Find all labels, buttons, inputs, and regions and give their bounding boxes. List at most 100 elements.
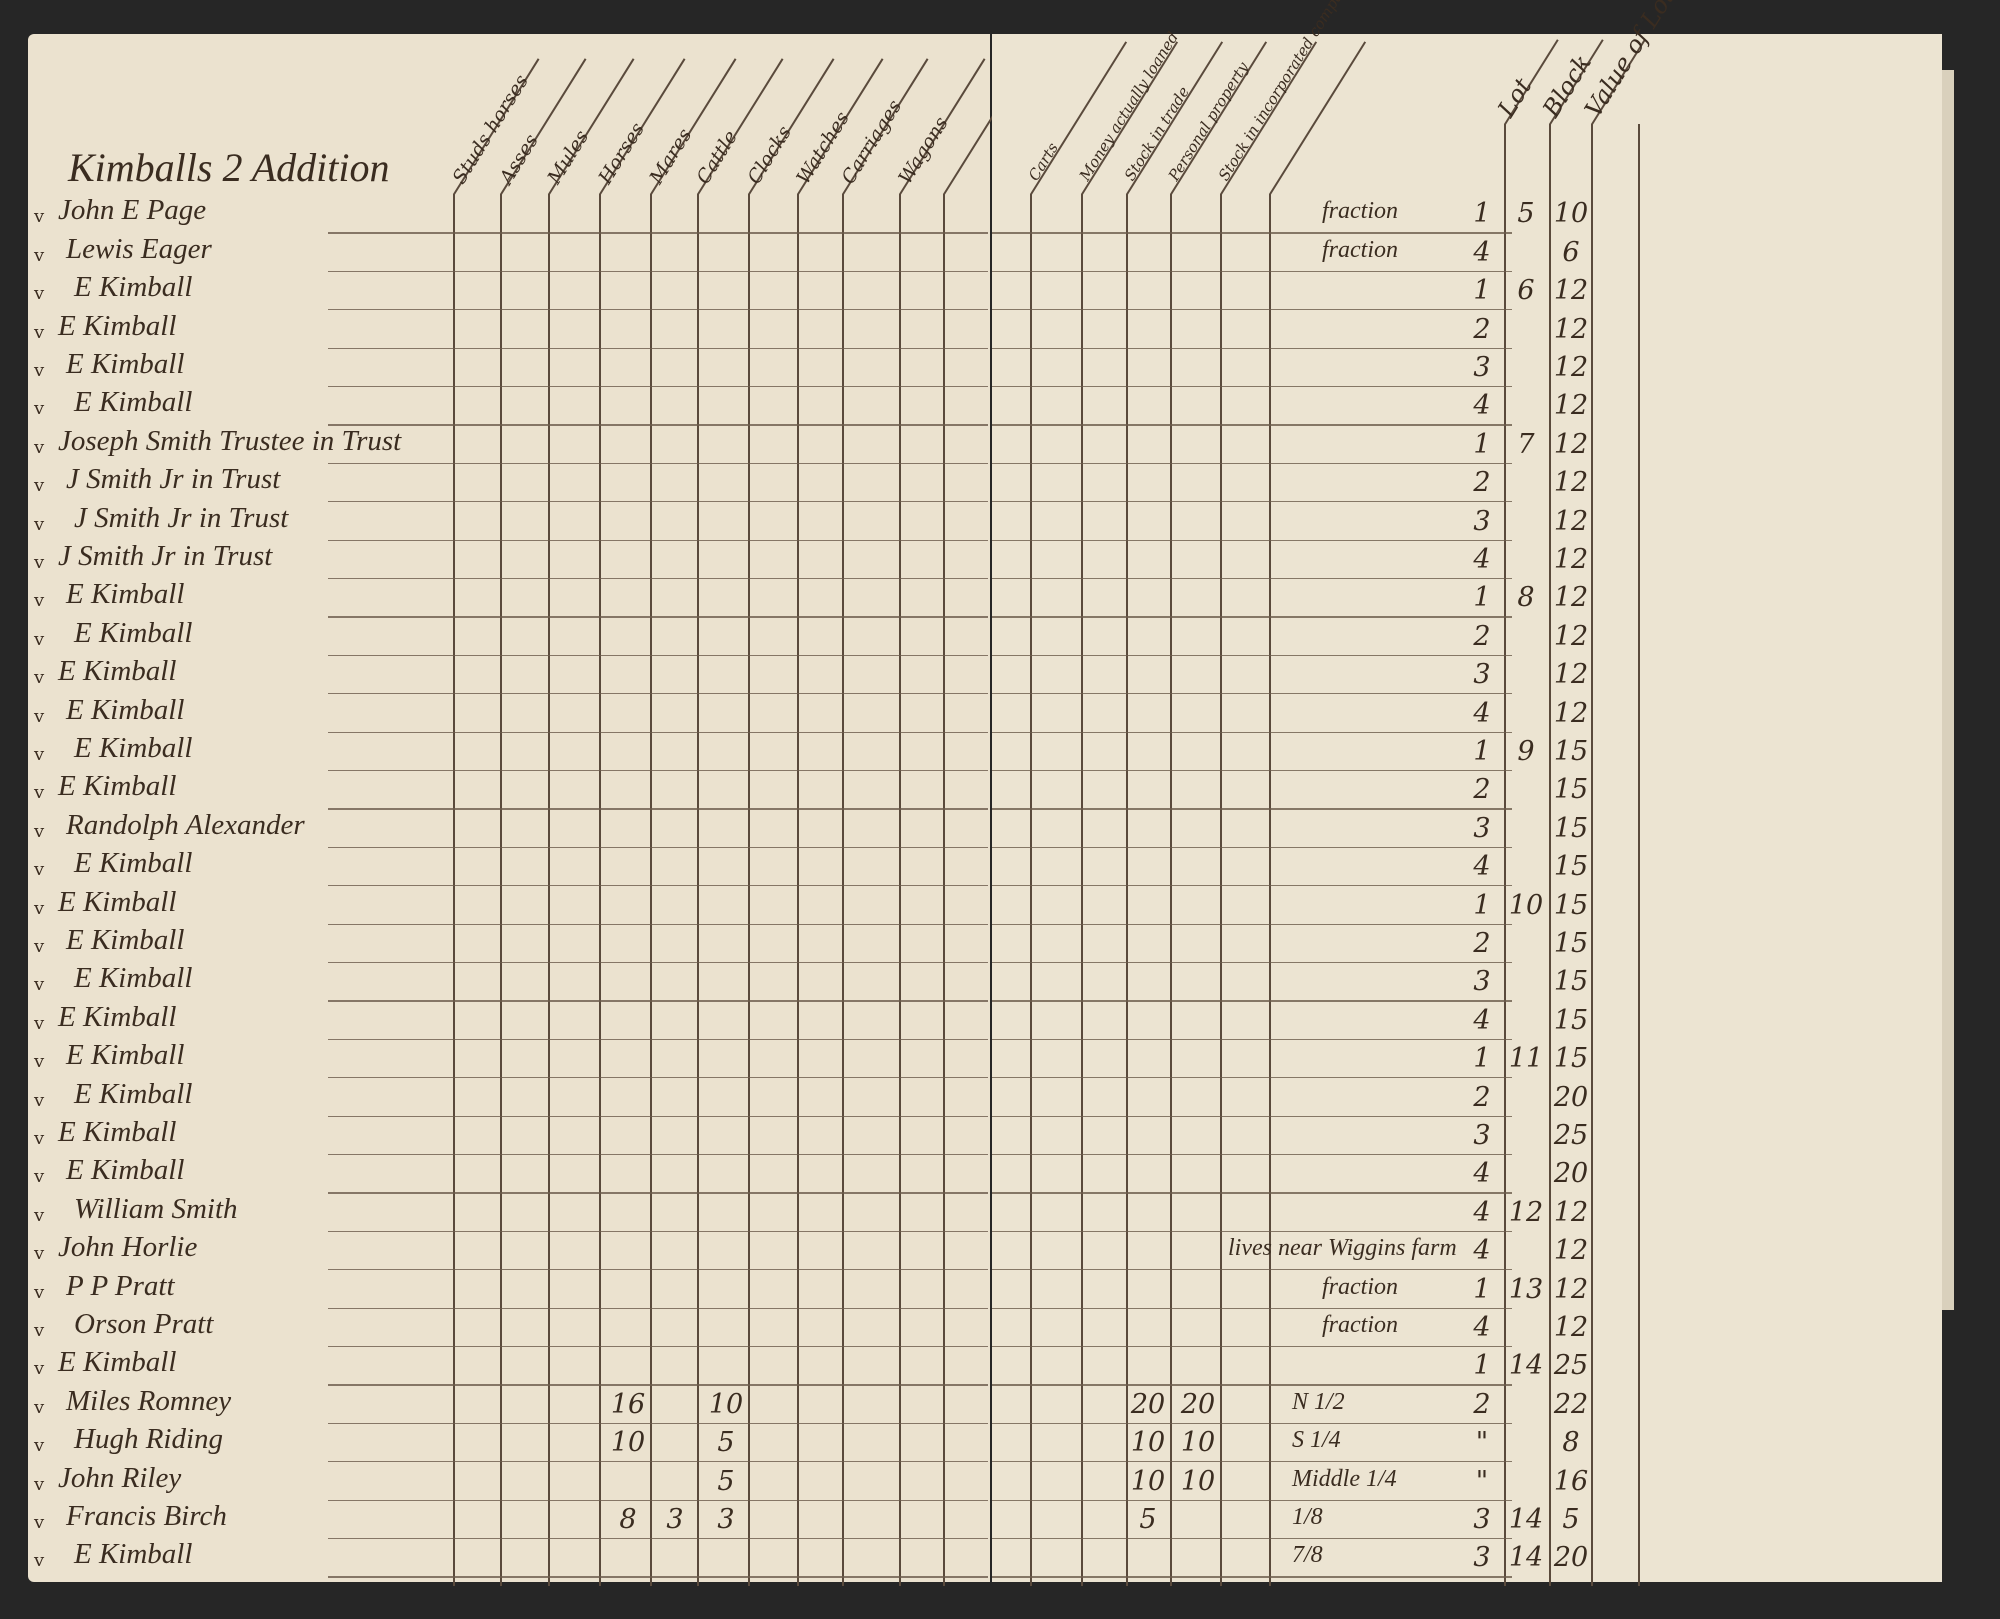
row-rule xyxy=(328,1154,988,1156)
row-rule xyxy=(992,962,1512,964)
block-number: 9 xyxy=(1517,736,1535,767)
column-header: Wagons xyxy=(894,112,953,188)
row-rule xyxy=(992,731,1512,733)
lot-value: 12 xyxy=(1553,697,1589,729)
lot-number: 1 xyxy=(1473,1043,1491,1075)
column-rule xyxy=(697,194,699,1587)
block-number: 11 xyxy=(1508,1043,1544,1075)
owner-name: Lewis Eager xyxy=(66,232,212,265)
row-rule xyxy=(328,616,988,618)
value-stock: 10 xyxy=(1180,1465,1216,1497)
row-rule xyxy=(992,309,1512,311)
lot-number: 4 xyxy=(1473,1312,1491,1343)
lot-value: 12 xyxy=(1553,313,1589,345)
column-rule xyxy=(1170,194,1172,1587)
value-mares: 8 xyxy=(619,1504,637,1535)
row-rule xyxy=(328,731,988,733)
value-mares: 16 xyxy=(610,1388,646,1420)
lot-number: 3 xyxy=(1473,659,1491,691)
column-rule xyxy=(842,194,844,1587)
lot-number: 1 xyxy=(1473,736,1491,767)
column-rule xyxy=(943,194,945,1587)
lot-value: 12 xyxy=(1553,467,1589,499)
owner-name: E Kimball xyxy=(74,271,193,304)
check-mark: v xyxy=(34,1358,45,1380)
check-mark: v xyxy=(34,1320,45,1341)
lot-number: 3 xyxy=(1473,1542,1491,1574)
column-rule xyxy=(899,194,901,1587)
row-rule xyxy=(328,693,988,695)
check-mark: v xyxy=(34,1051,45,1073)
row-rule xyxy=(328,1038,988,1041)
owner-name: J Smith Jr in Trust xyxy=(74,501,289,534)
row-rule xyxy=(992,616,1512,618)
check-mark: v xyxy=(34,283,45,305)
row-rule xyxy=(328,1000,988,1002)
lot-number: 2 xyxy=(1473,774,1491,806)
value-personal: 5 xyxy=(1139,1504,1157,1535)
check-mark: v xyxy=(34,1281,45,1303)
lot-value: 12 xyxy=(1553,1235,1589,1267)
owner-name: E Kimball xyxy=(58,309,177,342)
column-rule xyxy=(1504,124,1506,1587)
block-number: 5 xyxy=(1517,198,1535,230)
check-mark: v xyxy=(34,590,45,612)
row-rule xyxy=(992,770,1512,772)
column-rule xyxy=(650,194,652,1587)
lot-number: 1 xyxy=(1473,1350,1491,1382)
lot-value: 12 xyxy=(1553,544,1589,575)
check-mark: v xyxy=(34,1435,45,1457)
block-number: 10 xyxy=(1508,889,1544,921)
lot-number: 1 xyxy=(1473,275,1491,307)
lot-value: 6 xyxy=(1562,236,1580,268)
row-rule xyxy=(992,654,1512,657)
block-number: 12 xyxy=(1508,1196,1544,1228)
ledger-title: Kimballs 2 Addition xyxy=(68,145,390,190)
lot-number: 2 xyxy=(1473,1081,1491,1113)
lot-value: 22 xyxy=(1553,1388,1589,1420)
row-rule xyxy=(328,654,988,657)
row-rule xyxy=(328,501,988,503)
value-stock: 10 xyxy=(1180,1427,1216,1459)
lot-value: 12 xyxy=(1553,275,1589,307)
lot-number: 3 xyxy=(1473,812,1491,844)
lot-value: 15 xyxy=(1553,966,1589,998)
owner-name: Joseph Smith Trustee in Trust xyxy=(58,424,402,457)
lot-note: N 1/2 xyxy=(1292,1388,1345,1415)
row-rule xyxy=(328,386,988,388)
lot-number: 4 xyxy=(1473,1235,1491,1267)
lot-number: 4 xyxy=(1473,851,1491,883)
column-header: Clocks xyxy=(743,122,796,188)
lot-number: 4 xyxy=(1473,544,1491,575)
column-rule xyxy=(599,194,601,1587)
lot-note: fraction xyxy=(1322,198,1398,225)
lot-value: 15 xyxy=(1553,889,1589,921)
column-rule xyxy=(1126,194,1128,1587)
row-rule xyxy=(992,1461,1512,1463)
lot-note: fraction xyxy=(1322,1273,1398,1300)
row-rule xyxy=(992,1038,1512,1041)
owner-name: E Kimball xyxy=(58,770,177,803)
column-rule xyxy=(1638,124,1640,1587)
row-rule xyxy=(328,885,988,887)
row-rule xyxy=(328,347,988,349)
value-personal: 20 xyxy=(1130,1388,1166,1420)
block-number: 14 xyxy=(1508,1350,1544,1382)
row-rule xyxy=(328,424,988,426)
value-clocks: 10 xyxy=(708,1388,744,1420)
owner-name: E Kimball xyxy=(74,1077,193,1110)
column-rule xyxy=(1269,194,1271,1587)
column-rule xyxy=(748,194,750,1587)
block-number: 8 xyxy=(1517,582,1535,614)
lot-value: 12 xyxy=(1553,1196,1589,1228)
value-clocks: 5 xyxy=(717,1427,735,1459)
row-rule xyxy=(328,1576,988,1578)
owner-name: E Kimball xyxy=(58,655,177,688)
column-header: Value of Lot xyxy=(1579,0,1681,122)
lot-number: 1 xyxy=(1473,428,1491,460)
check-mark: v xyxy=(34,744,45,765)
lot-value: 12 xyxy=(1553,505,1589,537)
row-rule xyxy=(328,578,988,580)
row-rule xyxy=(992,539,1512,541)
owner-name: Hugh Riding xyxy=(74,1423,224,1456)
